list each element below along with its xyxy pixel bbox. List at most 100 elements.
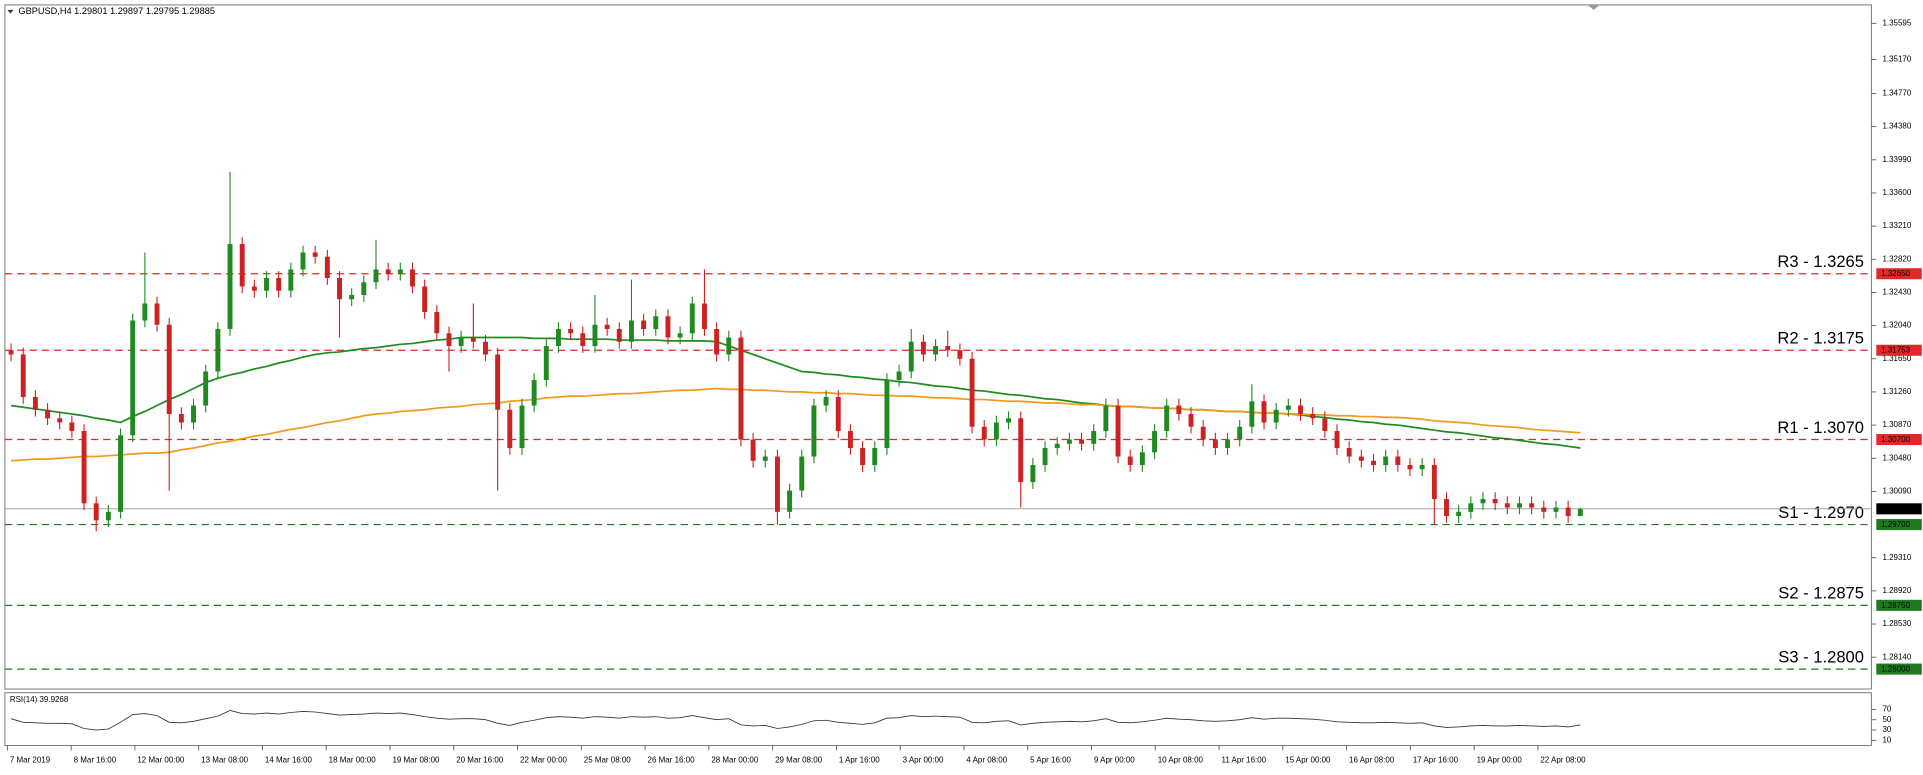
- last-price-box: [1876, 503, 1922, 515]
- level-label: S2 - 1.2875: [1778, 584, 1864, 603]
- rsi-title: RSI(14) 39.9268: [10, 695, 69, 704]
- x-tick-label: 22 Mar 00:00: [520, 755, 568, 764]
- x-tick-label: 8 Mar 16:00: [74, 755, 117, 764]
- x-tick-label: 5 Apr 16:00: [1030, 755, 1071, 764]
- candle-body: [324, 256, 330, 278]
- candle-body: [957, 350, 963, 359]
- candle-body: [531, 380, 537, 406]
- candle-body: [422, 286, 428, 312]
- rsi-tick-label: 30: [1882, 725, 1891, 734]
- candle-body: [434, 311, 440, 334]
- level-label: R2 - 1.3175: [1777, 329, 1864, 348]
- candle-body: [373, 269, 379, 283]
- candle-body: [1346, 448, 1352, 457]
- x-tick-label: 22 Apr 08:00: [1540, 755, 1586, 764]
- x-tick-label: 20 Mar 16:00: [456, 755, 504, 764]
- candle-body: [823, 397, 829, 406]
- candle-body: [470, 337, 476, 342]
- candle-body: [1152, 431, 1157, 453]
- y-tick-label: 1.32040: [1882, 321, 1911, 330]
- y-tick-label: 1.28920: [1882, 586, 1911, 595]
- candle-body: [1371, 460, 1376, 466]
- candle-body: [1334, 431, 1340, 449]
- y-tick-label: 1.29310: [1882, 553, 1911, 562]
- candle-body: [1358, 456, 1364, 461]
- candle-body: [884, 380, 890, 449]
- candle-body: [142, 303, 148, 321]
- candle-body: [32, 397, 38, 410]
- rsi-tick-label: 10: [1882, 735, 1891, 744]
- candle-body: [349, 294, 355, 300]
- menu-arrow: [7, 9, 14, 14]
- candle-body: [908, 341, 914, 372]
- shift-marker: [1587, 4, 1600, 10]
- candle-body: [1480, 499, 1486, 504]
- candle-body: [1237, 426, 1243, 440]
- candle-body: [118, 435, 123, 512]
- candle-body: [69, 422, 75, 432]
- candle-body: [507, 409, 513, 449]
- y-tick-label: 1.28530: [1882, 619, 1911, 628]
- rsi-line: [10, 709, 1581, 731]
- candle-body: [397, 269, 403, 274]
- x-tick-label: 15 Apr 00:00: [1285, 755, 1331, 764]
- candle-body: [1285, 405, 1291, 410]
- candle-body: [458, 337, 464, 347]
- last-price-label: 1.29885: [1881, 504, 1910, 513]
- candle-body: [1310, 414, 1316, 419]
- y-tick-label: 1.32820: [1882, 254, 1911, 263]
- candle-body: [312, 252, 318, 257]
- candle-body: [1176, 405, 1182, 415]
- candle-body: [483, 341, 488, 355]
- candle-body: [1419, 465, 1425, 470]
- candle-body: [178, 414, 184, 423]
- level-price-box: [1876, 663, 1922, 675]
- candle-body: [337, 277, 342, 300]
- candle-body: [1431, 465, 1437, 500]
- x-tick-label: 11 Apr 16:00: [1222, 755, 1267, 764]
- candle-body: [1103, 405, 1109, 432]
- y-tick-label: 1.35595: [1882, 18, 1911, 27]
- level-label: R1 - 1.3070: [1777, 418, 1864, 437]
- candle-body: [1054, 443, 1060, 449]
- candle-body: [1577, 508, 1583, 516]
- candle-body: [556, 328, 561, 347]
- x-tick-label: 1 Apr 16:00: [839, 755, 880, 764]
- rsi-tick-label: 70: [1882, 705, 1891, 714]
- candle-body: [1504, 503, 1510, 508]
- candle-body: [714, 328, 720, 355]
- candle-body: [1249, 401, 1255, 427]
- y-tick-label: 1.34380: [1882, 122, 1911, 131]
- candle-body: [191, 405, 196, 423]
- candle-body: [1322, 418, 1328, 432]
- y-tick-label: 1.31260: [1882, 387, 1911, 396]
- candle-body: [592, 324, 598, 347]
- candle-body: [57, 418, 63, 423]
- candle-body: [288, 269, 294, 291]
- candle-body: [1115, 405, 1121, 457]
- x-tick-label: 9 Apr 00:00: [1094, 755, 1135, 764]
- candle-body: [1200, 426, 1206, 440]
- level-label: S3 - 1.2800: [1778, 647, 1864, 666]
- level-price-label: 1.30700: [1881, 435, 1910, 444]
- candle-body: [993, 422, 999, 440]
- candle-body: [1553, 507, 1559, 512]
- y-tick-label: 1.30870: [1882, 420, 1911, 429]
- candle-body: [689, 303, 695, 334]
- x-tick-label: 25 Mar 08:00: [584, 755, 632, 764]
- candle-body: [568, 328, 574, 334]
- candle-body: [154, 303, 160, 325]
- candle-body: [701, 303, 707, 329]
- level-price-box: [1876, 599, 1922, 611]
- y-tick-label: 1.30480: [1882, 453, 1911, 462]
- x-tick-label: 28 Mar 00:00: [711, 755, 759, 764]
- y-tick-label: 1.31650: [1882, 354, 1911, 363]
- candle-body: [1225, 439, 1230, 449]
- candle-body: [105, 511, 111, 521]
- candle-body: [1042, 448, 1048, 466]
- candle-body: [166, 324, 172, 415]
- candle-body: [750, 439, 756, 461]
- x-tick-label: 7 Mar 2019: [10, 755, 51, 764]
- candle-body: [300, 252, 306, 270]
